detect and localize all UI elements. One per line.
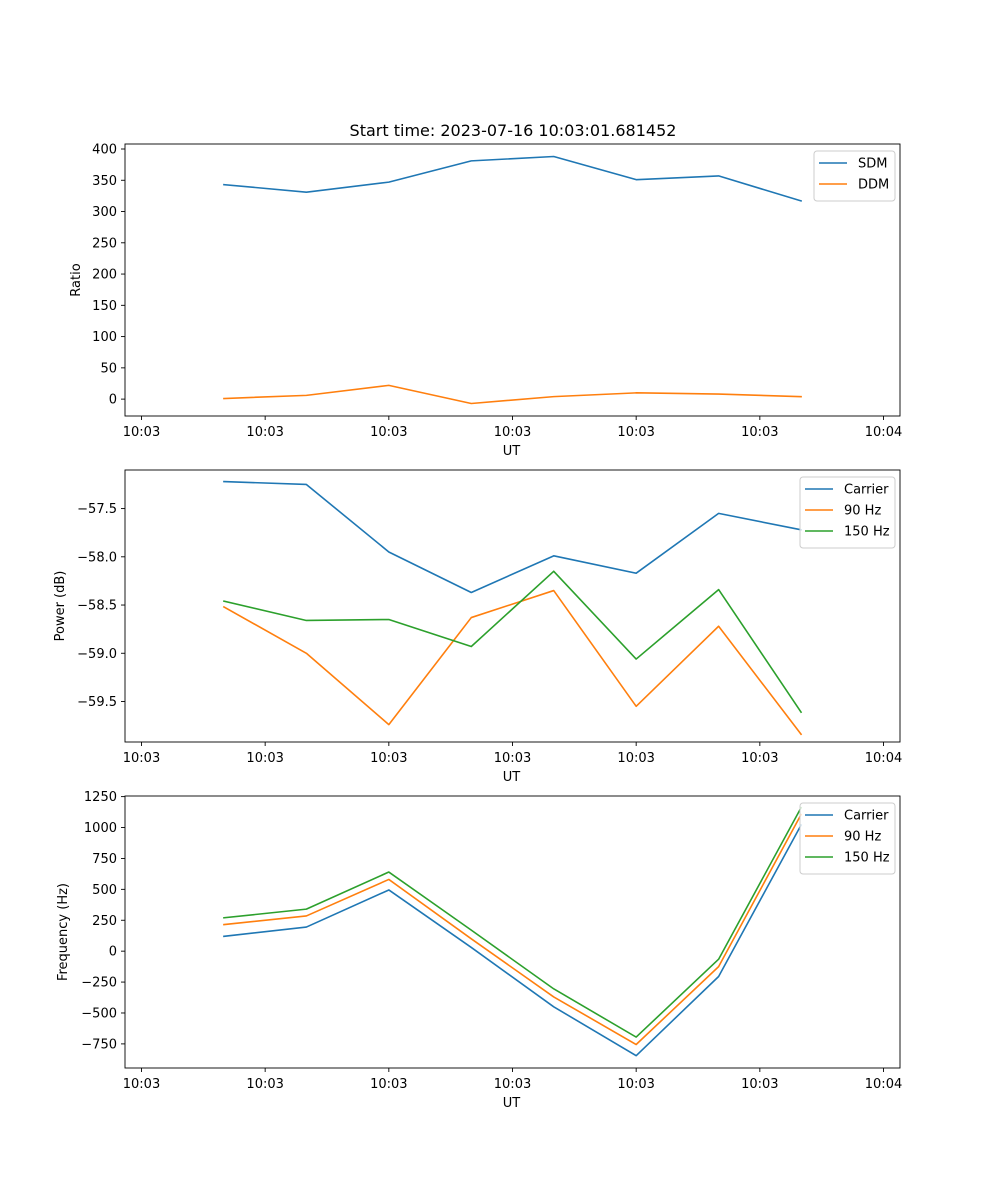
x-tick-label: 10:03 [617, 1077, 654, 1092]
x-tick-label: 10:03 [123, 425, 160, 440]
x-tick-label: 10:03 [246, 425, 283, 440]
legend: Carrier 90 Hz 150 Hz [799, 802, 896, 875]
series-line-carrier [223, 823, 803, 1057]
chart-panel-2: 10:03 10:03 10:03 10:03 10:03 10:03 10:04 −57.5… [53, 469, 902, 785]
y-tick-label: 250 [92, 914, 117, 929]
series-line-ddm [223, 384, 802, 405]
series-line-carrier [223, 480, 803, 594]
x-tick-label: 10:03 [370, 1077, 407, 1092]
axes-frame [124, 795, 901, 1069]
legend: Carrier 90 Hz 150 Hz [799, 476, 896, 549]
y-tick-label: 350 [92, 174, 117, 189]
x-tick-label: 10:04 [865, 1077, 902, 1092]
series-line-90-hz [222, 589, 803, 736]
x-tick-label: 10:03 [494, 1077, 531, 1092]
x-tick-label: 10:03 [617, 751, 654, 766]
x-tick-label: 10:03 [370, 751, 407, 766]
x-tick-label: 10:03 [370, 425, 407, 440]
y-tick-label: −250 [81, 976, 117, 991]
x-tick-label: 10:03 [123, 751, 160, 766]
legend-label: 150 Hz [844, 851, 890, 866]
x-tick-label: 10:03 [246, 1077, 283, 1092]
y-axis-label: Frequency (Hz) [56, 883, 71, 981]
series-line-150-hz [223, 806, 803, 1038]
legend-label: Carrier [844, 483, 889, 498]
y-tick-label: −59.0 [77, 647, 117, 662]
x-tick-label: 10:03 [741, 425, 778, 440]
x-tick-label: 10:03 [123, 1077, 160, 1092]
legend-label: DDM [858, 178, 889, 193]
x-axis-label: UT [503, 770, 521, 785]
legend-label: 150 Hz [844, 525, 890, 540]
series-line-sdm [223, 155, 803, 202]
x-tick-label: 10:04 [865, 425, 902, 440]
y-tick-label: 50 [100, 361, 117, 376]
figure-title: Start time: 2023-07-16 10:03:01.681452 [350, 121, 677, 140]
x-tick-label: 10:03 [494, 751, 531, 766]
x-tick-label: 10:03 [617, 425, 654, 440]
chart-panel-1: 10:03 10:03 10:03 10:03 10:03 10:03 10:04 0 50 10… [69, 143, 902, 459]
series-line-150-hz [222, 570, 803, 714]
y-tick-label: 0 [109, 945, 117, 960]
y-axis-label: Power (dB) [53, 571, 68, 642]
legend-label: 90 Hz [844, 504, 881, 519]
x-tick-label: 10:03 [494, 425, 531, 440]
x-tick-label: 10:04 [865, 751, 902, 766]
axes-frame [124, 143, 901, 417]
y-tick-label: 300 [92, 205, 117, 220]
y-tick-label: 1000 [84, 821, 117, 836]
y-tick-label: −58.0 [77, 550, 117, 565]
y-tick-label: 250 [92, 236, 117, 251]
y-tick-label: 400 [92, 143, 117, 158]
y-axis-label: Ratio [69, 263, 84, 296]
legend: SDM DDM [813, 150, 896, 202]
chart-panel-3: 10:03 10:03 10:03 10:03 10:03 10:03 10:04 1250 1… [56, 790, 902, 1111]
x-axis-label: UT [503, 1096, 521, 1111]
y-tick-label: −750 [81, 1037, 117, 1052]
y-tick-label: −58.5 [77, 599, 117, 614]
legend-label: SDM [858, 157, 887, 172]
x-tick-label: 10:03 [741, 751, 778, 766]
y-tick-label: 200 [92, 268, 117, 283]
y-tick-label: −57.5 [77, 502, 117, 517]
y-tick-label: −500 [81, 1006, 117, 1021]
x-axis-label: UT [503, 444, 521, 459]
legend-label: Carrier [844, 809, 889, 824]
y-tick-label: 100 [92, 330, 117, 345]
series-line-90-hz [223, 813, 803, 1046]
x-tick-label: 10:03 [246, 751, 283, 766]
y-tick-label: −59.5 [77, 695, 117, 710]
y-tick-label: 150 [92, 299, 117, 314]
x-tick-label: 10:03 [741, 1077, 778, 1092]
legend-label: 90 Hz [844, 830, 881, 845]
y-tick-label: 750 [92, 852, 117, 867]
y-tick-label: 500 [92, 883, 117, 898]
y-tick-label: 0 [109, 393, 117, 408]
y-tick-label: 1250 [84, 790, 117, 805]
